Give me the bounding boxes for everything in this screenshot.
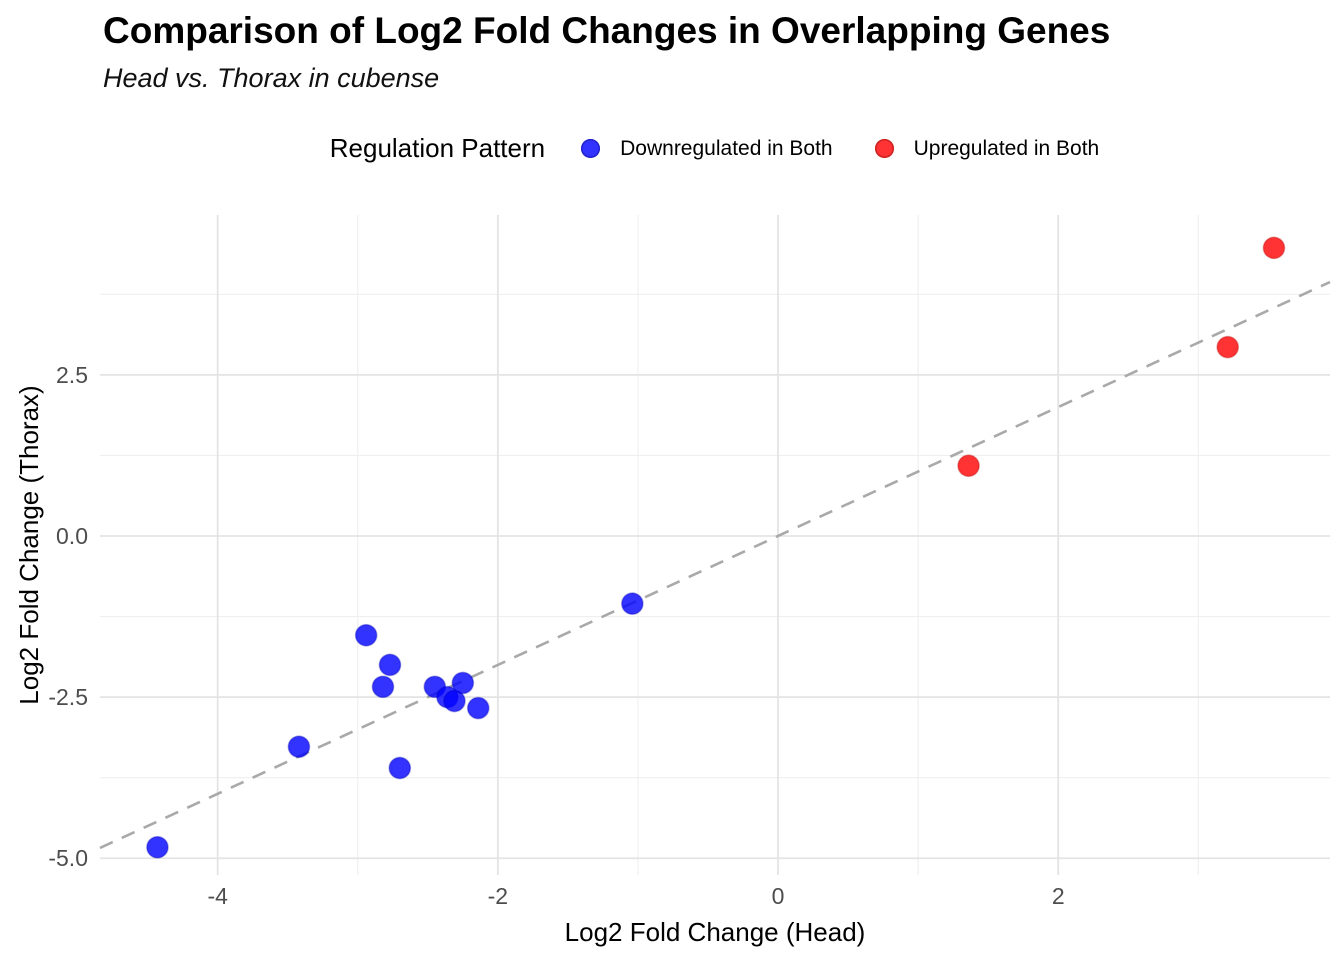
y-axis-tick-label: 0.0: [56, 523, 88, 549]
data-point-downregulated: [451, 671, 475, 695]
y-axis-tick-label: -2.5: [48, 684, 88, 710]
x-axis-title: Log2 Fold Change (Head): [565, 917, 866, 947]
data-point-downregulated: [146, 835, 169, 859]
data-point-downregulated: [354, 623, 378, 647]
legend-label-downregulated: Downregulated in Both: [620, 136, 833, 160]
identity-reference-line: [99, 280, 1331, 850]
data-point-downregulated: [287, 735, 311, 759]
x-axis-tick-label: 0: [772, 883, 785, 909]
x-axis-tick-label: -2: [488, 883, 508, 909]
data-point-upregulated: [1262, 236, 1286, 260]
data-point-downregulated: [388, 756, 412, 780]
data-point-downregulated: [371, 675, 395, 699]
red-dot-icon: [874, 139, 894, 158]
legend-title: Regulation Pattern: [329, 133, 546, 163]
y-axis-tick-label: 2.5: [56, 362, 88, 388]
legend-item-downregulated: Downregulated in Both: [581, 136, 833, 161]
data-point-downregulated: [620, 592, 644, 616]
legend-label-upregulated: Upregulated in Both: [913, 136, 1100, 160]
data-point-downregulated: [443, 689, 466, 713]
chart-title: Comparison of Log2 Fold Changes in Overl…: [103, 10, 1111, 51]
data-point-upregulated: [1216, 335, 1240, 359]
data-point-downregulated: [466, 696, 490, 720]
blue-dot-icon: [581, 139, 601, 158]
x-axis-tick-label: 2: [1052, 883, 1065, 909]
legend-item-upregulated: Upregulated in Both: [874, 136, 1100, 161]
x-axis-tick-label: -4: [207, 883, 228, 909]
chart-subtitle: Head vs. Thorax in cubense: [103, 63, 440, 93]
legend: Regulation Pattern Downregulated in Both…: [85, 133, 1344, 164]
y-axis-tick-label: -5.0: [48, 845, 88, 871]
data-point-downregulated: [378, 653, 402, 677]
y-axis-title: Log2 Fold Change (Thorax): [14, 385, 44, 704]
data-point-upregulated: [957, 454, 980, 478]
